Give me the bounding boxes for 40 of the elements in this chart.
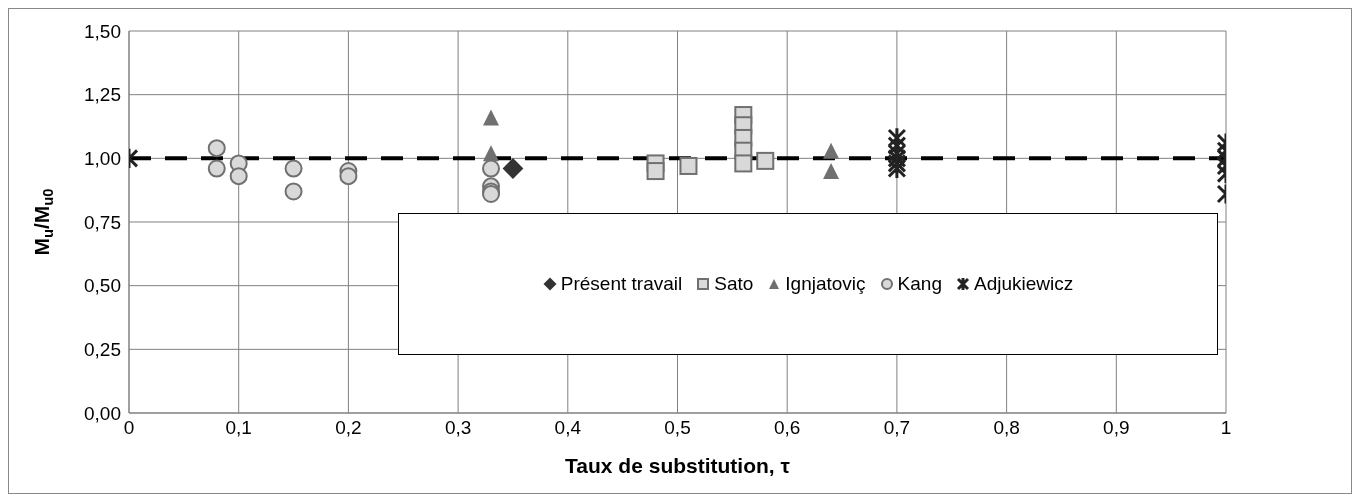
point bbox=[207, 159, 226, 178]
point bbox=[734, 154, 753, 173]
point bbox=[483, 109, 500, 126]
x-axis-title: Taux de substitution, τ bbox=[565, 454, 791, 477]
x-tick-label: 0,6 bbox=[773, 417, 801, 439]
y-tick-label: 0,00 bbox=[84, 402, 121, 424]
point bbox=[679, 156, 698, 175]
y-tick-label: 1,00 bbox=[84, 148, 121, 170]
legend-label: Sato bbox=[713, 273, 754, 295]
y-tick-label: 0,25 bbox=[84, 339, 121, 361]
point bbox=[823, 163, 840, 180]
point bbox=[207, 139, 226, 158]
point bbox=[482, 159, 501, 178]
x-tick-label: 0,1 bbox=[225, 417, 252, 439]
legend-label: Adjukiewicz bbox=[972, 273, 1074, 295]
y-tick-label: 0,50 bbox=[84, 275, 121, 297]
legend-label: Ignjatoviç bbox=[784, 273, 866, 295]
x-tick-label: 0,9 bbox=[1103, 417, 1130, 439]
x-tick-label: 0,4 bbox=[554, 417, 582, 439]
y-tick-label: 1,25 bbox=[84, 84, 121, 106]
x-tick-label: 0,5 bbox=[664, 417, 691, 439]
x-tick-label: 0,2 bbox=[335, 417, 362, 439]
x-tick-label: 0 bbox=[123, 417, 135, 439]
y-tick-label: 0,75 bbox=[84, 211, 121, 233]
x-tick-label: 0,7 bbox=[883, 417, 911, 439]
y-tick-label: 1,50 bbox=[84, 20, 121, 42]
point bbox=[756, 151, 775, 170]
x-tick-label: 1 bbox=[1220, 417, 1232, 439]
point bbox=[502, 158, 524, 179]
point bbox=[339, 167, 358, 186]
point bbox=[284, 159, 303, 178]
x-tick-label: 0,8 bbox=[993, 417, 1020, 439]
legend-label: Kang bbox=[896, 273, 942, 295]
point bbox=[229, 167, 248, 186]
point bbox=[646, 162, 665, 181]
legend-label: Présent travail bbox=[559, 273, 683, 295]
point bbox=[483, 145, 500, 162]
point bbox=[284, 182, 303, 201]
x-tick-label: 0,3 bbox=[444, 417, 472, 439]
point bbox=[823, 142, 840, 159]
